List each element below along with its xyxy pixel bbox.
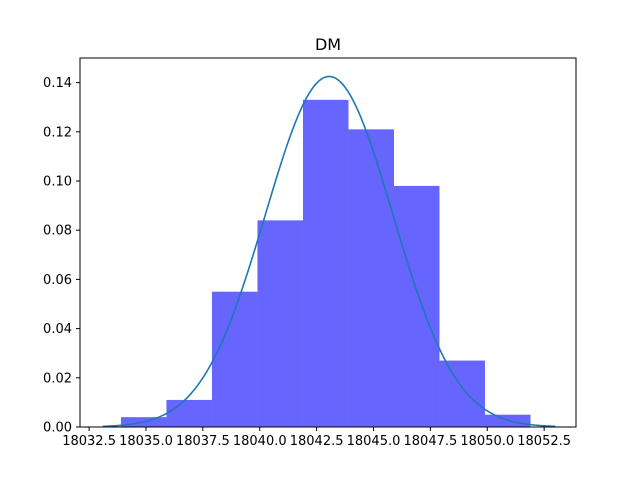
y-tick-label: 0.08: [43, 224, 72, 239]
y-tick-label: 0.14: [43, 76, 72, 91]
x-tick-label: 18037.5: [176, 434, 230, 449]
normal-fit-curve: [102, 75, 556, 428]
x-tick-label: 18042.5: [290, 434, 344, 449]
histogram-bar-2: [211, 291, 258, 427]
x-tick-label: 18032.5: [62, 434, 116, 449]
x-tick-label: 18047.5: [404, 434, 458, 449]
histogram-bar-1: [166, 399, 212, 427]
x-tick-label: 18050.0: [460, 434, 514, 449]
histogram-bar-7: [439, 360, 485, 427]
histogram-bar-4: [302, 99, 349, 427]
y-axis: 0.00 0.02 0.04 0.06 0.08 0.10 0.12 0.14: [43, 76, 80, 436]
x-tick-label: 18052.5: [517, 434, 571, 449]
y-tick-label: 0.10: [43, 175, 72, 190]
y-tick-label: 0.12: [43, 125, 72, 140]
y-tick-label: 0.06: [43, 273, 72, 288]
y-tick-label: 0.00: [43, 421, 72, 436]
x-axis: 18032.5 18035.0 18037.5 18040.0 18042.5 18045…: [62, 427, 571, 449]
y-tick-label: 0.04: [43, 322, 72, 337]
x-tick-label: 18045.0: [347, 434, 401, 449]
chart-title: DM: [315, 35, 341, 54]
histogram-bars: [120, 99, 531, 427]
x-tick-label: 18035.0: [119, 434, 173, 449]
histogram-bar-3: [257, 220, 303, 427]
histogram-bar-6: [393, 185, 440, 427]
y-tick-label: 0.02: [43, 371, 72, 386]
x-tick-label: 18040.0: [233, 434, 287, 449]
histogram-bar-5: [348, 129, 394, 427]
plot-frame: [79, 57, 577, 428]
